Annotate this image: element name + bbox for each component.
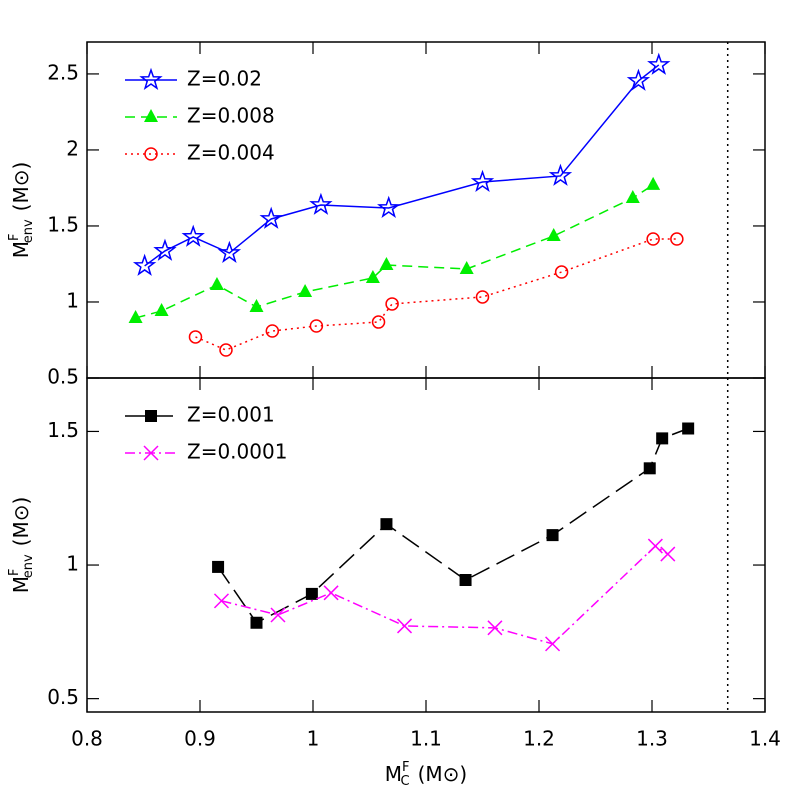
x-tick-label: 1.1 <box>410 727 442 751</box>
marker <box>265 324 280 338</box>
marker <box>128 309 143 323</box>
y-tick-label: 2 <box>66 136 79 160</box>
label-sub: env <box>21 219 36 243</box>
marker <box>143 445 159 461</box>
marker <box>305 587 318 600</box>
axis-label: MF C (M⊙) <box>385 760 467 789</box>
marker <box>647 538 663 554</box>
axis-label: MFenv (M⊙) <box>7 162 36 259</box>
marker <box>396 618 413 634</box>
marker <box>153 238 177 261</box>
y-tick-label: 1 <box>66 552 79 576</box>
label-sup: F <box>7 234 22 241</box>
marker <box>646 232 660 246</box>
marker <box>459 260 474 274</box>
y-tick-label: 1.5 <box>47 418 79 442</box>
x-tick-label: 1 <box>307 727 320 751</box>
marker <box>626 68 651 91</box>
marker <box>139 67 163 90</box>
marker <box>219 343 233 357</box>
x-tick-label: 1.3 <box>636 727 668 751</box>
marker <box>646 176 661 190</box>
marker <box>545 636 561 652</box>
marker <box>259 206 283 229</box>
series-line <box>195 238 677 351</box>
marker <box>625 189 640 203</box>
marker <box>217 240 242 263</box>
label-sub: env <box>21 554 36 578</box>
marker <box>647 52 671 75</box>
label-base: M <box>385 762 402 786</box>
series-line <box>217 427 689 624</box>
marker <box>379 257 394 271</box>
marker <box>154 302 169 316</box>
series-line <box>221 545 669 645</box>
y-tick-label: 0.5 <box>47 685 79 709</box>
marker <box>270 607 286 623</box>
marker <box>371 315 386 329</box>
x-tick-label: 0.8 <box>71 727 103 751</box>
label-sup: F <box>402 760 409 775</box>
label-unit: (M⊙) <box>418 762 468 786</box>
marker <box>213 593 230 609</box>
marker <box>144 109 158 122</box>
label-unit: (M⊙) <box>9 497 33 547</box>
marker <box>643 462 656 475</box>
marker <box>144 147 158 161</box>
legend-label: Z=0.008 <box>187 104 275 128</box>
label-sup: F <box>7 569 22 576</box>
marker <box>546 227 561 241</box>
series-line <box>135 184 654 319</box>
marker <box>298 283 313 297</box>
axis-label: MFenv (M⊙) <box>7 497 36 594</box>
marker <box>475 290 490 304</box>
marker <box>487 620 503 636</box>
legend-label: Z=0.004 <box>187 141 275 165</box>
marker <box>323 585 339 601</box>
marker <box>181 224 205 247</box>
marker <box>249 298 264 312</box>
marker <box>188 330 203 344</box>
marker <box>145 410 157 422</box>
marker <box>546 529 559 542</box>
marker <box>132 253 157 276</box>
y-tick-label: 0.5 <box>47 365 79 389</box>
marker <box>656 432 669 445</box>
marker <box>380 518 393 531</box>
x-tick-label: 1.4 <box>749 727 781 751</box>
marker <box>670 232 684 246</box>
x-tick-label: 0.9 <box>184 727 216 751</box>
marker <box>309 192 333 215</box>
marker <box>660 546 676 562</box>
legend-label: Z=0.0001 <box>187 440 287 464</box>
marker <box>385 297 399 311</box>
marker <box>212 560 225 573</box>
marker <box>554 265 569 279</box>
marker <box>365 269 380 283</box>
marker <box>548 163 573 186</box>
marker <box>377 195 401 218</box>
marker <box>470 169 495 192</box>
marker <box>250 616 263 629</box>
label-base: M <box>9 576 33 593</box>
y-tick-label: 2.5 <box>47 60 79 84</box>
label-unit: (M⊙) <box>9 162 33 212</box>
legend-label: Z=0.02 <box>187 67 262 91</box>
y-tick-label: 1 <box>66 288 79 312</box>
x-tick-label: 1.2 <box>523 727 555 751</box>
plot-frame <box>86 377 766 713</box>
marker <box>682 422 695 435</box>
marker <box>459 574 472 587</box>
legend-label: Z=0.001 <box>187 403 275 427</box>
label-base: M <box>9 241 33 258</box>
series-line <box>144 64 660 267</box>
y-tick-label: 1.5 <box>47 212 79 236</box>
plot-frame <box>86 41 766 379</box>
marker <box>309 319 324 333</box>
label-sub: C <box>401 774 410 789</box>
marker <box>209 276 224 290</box>
